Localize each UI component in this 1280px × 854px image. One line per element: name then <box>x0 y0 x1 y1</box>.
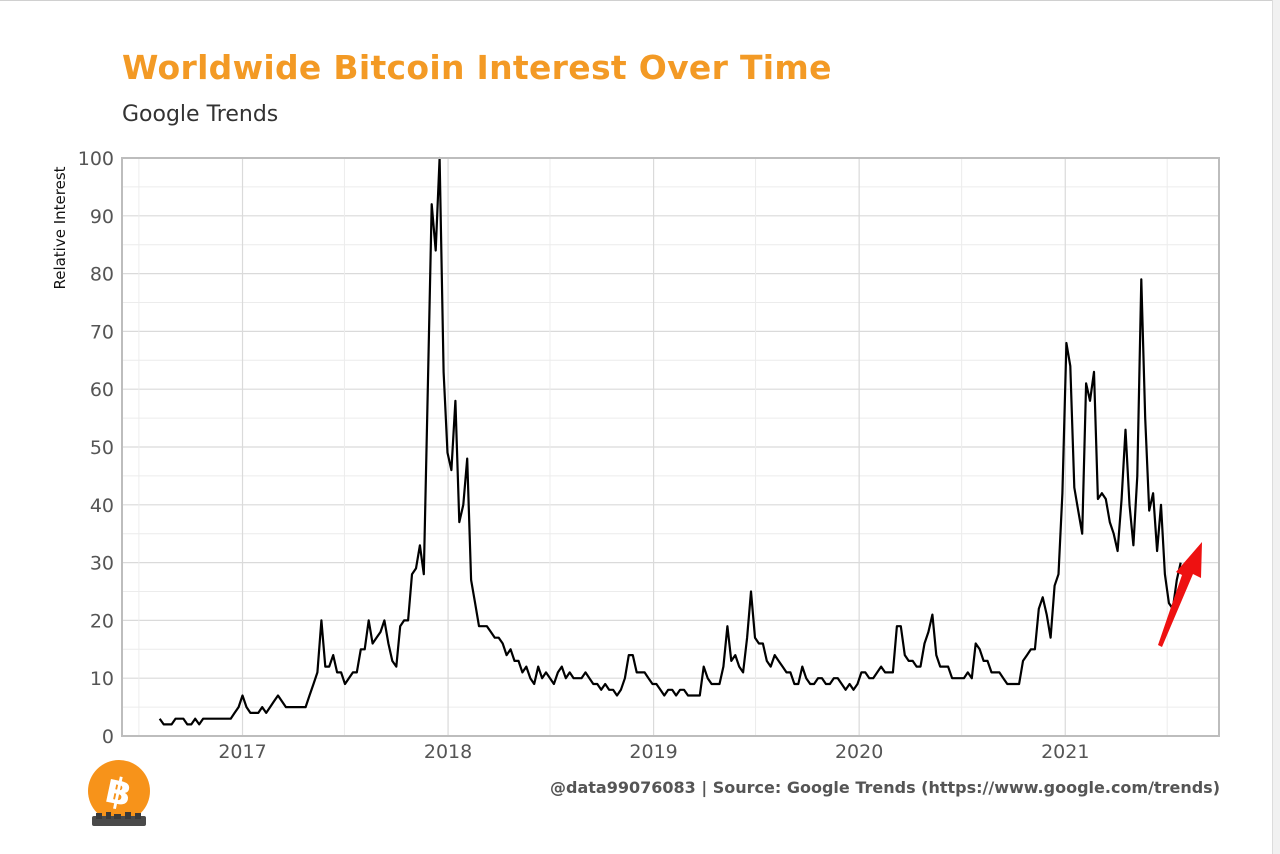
page-top-border <box>0 0 1280 1</box>
x-tick-label: 2020 <box>835 741 883 763</box>
y-tick-label: 90 <box>90 206 114 228</box>
page-right-edge <box>1272 0 1280 854</box>
x-tick-label: 2017 <box>218 741 266 763</box>
y-tick-label: 10 <box>90 668 114 690</box>
axis-ticks: 0 10 20 30 40 50 60 70 80 90 100 2017 2018 2019 2020 20… <box>78 148 1090 763</box>
y-tick-label: 100 <box>78 148 114 170</box>
x-tick-label: 2021 <box>1041 741 1089 763</box>
red-up-arrow-icon <box>1158 542 1202 647</box>
x-tick-label: 2019 <box>629 741 677 763</box>
y-tick-label: 30 <box>90 553 114 575</box>
chart-title: Worldwide Bitcoin Interest Over Time <box>122 48 832 87</box>
y-tick-label: 80 <box>90 264 114 286</box>
y-tick-label: 40 <box>90 495 114 517</box>
y-tick-label: 60 <box>90 379 114 401</box>
bitcoin-logo-icon: ฿ <box>88 760 150 826</box>
source-credit: @data99076083 | Source: Google Trends (h… <box>550 778 1220 797</box>
x-tick-label: 2018 <box>424 741 472 763</box>
chart-subtitle: Google Trends <box>122 102 279 127</box>
y-tick-label: 50 <box>90 437 114 459</box>
series-layer <box>158 156 1182 726</box>
grid-lines <box>122 157 1219 737</box>
y-tick-label: 20 <box>90 610 114 632</box>
y-tick-label: 0 <box>102 726 114 748</box>
annotation-layer <box>1158 542 1202 647</box>
y-tick-label: 70 <box>90 321 114 343</box>
plot-frame <box>121 157 1220 737</box>
series-line <box>158 156 1182 726</box>
